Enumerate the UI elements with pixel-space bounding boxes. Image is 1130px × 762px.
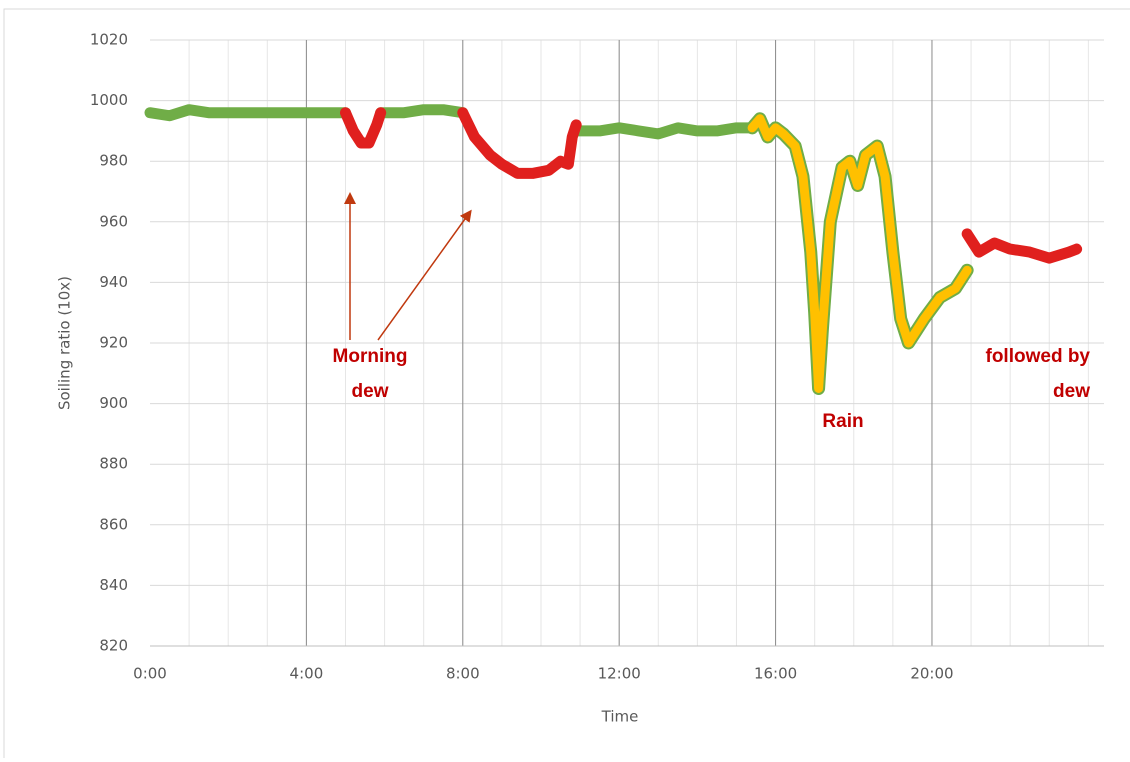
x-axis-label: Time <box>601 708 639 726</box>
x-tick-label: 16:00 <box>754 665 797 683</box>
y-tick-label: 880 <box>99 455 128 473</box>
y-axis-label: Soiling ratio (10x) <box>56 276 74 410</box>
y-tick-label: 820 <box>99 637 128 655</box>
y-tick-label: 840 <box>99 576 128 594</box>
y-tick-label: 980 <box>99 152 128 170</box>
y-tick-label: 860 <box>99 515 128 533</box>
annotation: dew <box>1053 381 1090 402</box>
x-tick-label: 4:00 <box>290 665 324 683</box>
series-outline <box>745 112 974 395</box>
arrow <box>377 209 472 341</box>
x-tick-label: 12:00 <box>598 665 641 683</box>
annotation: followed by <box>986 346 1091 367</box>
annotation: Morning <box>333 346 408 367</box>
x-tick-label: 8:00 <box>446 665 480 683</box>
x-tick-label: 0:00 <box>133 665 167 683</box>
y-tick-label: 940 <box>99 273 128 291</box>
series-line <box>144 104 758 140</box>
chart-border <box>3 8 1130 762</box>
y-tick-label: 960 <box>99 212 128 230</box>
y-tick-label: 1020 <box>90 31 128 49</box>
x-tick-label: 20:00 <box>910 665 953 683</box>
y-tick-label: 1000 <box>90 91 128 109</box>
series-line <box>339 107 1083 264</box>
annotation: Rain <box>822 411 863 432</box>
y-tick-label: 920 <box>99 334 128 352</box>
y-tick-label: 900 <box>99 394 128 412</box>
series-line <box>747 114 972 393</box>
annotation: dew <box>352 381 389 402</box>
